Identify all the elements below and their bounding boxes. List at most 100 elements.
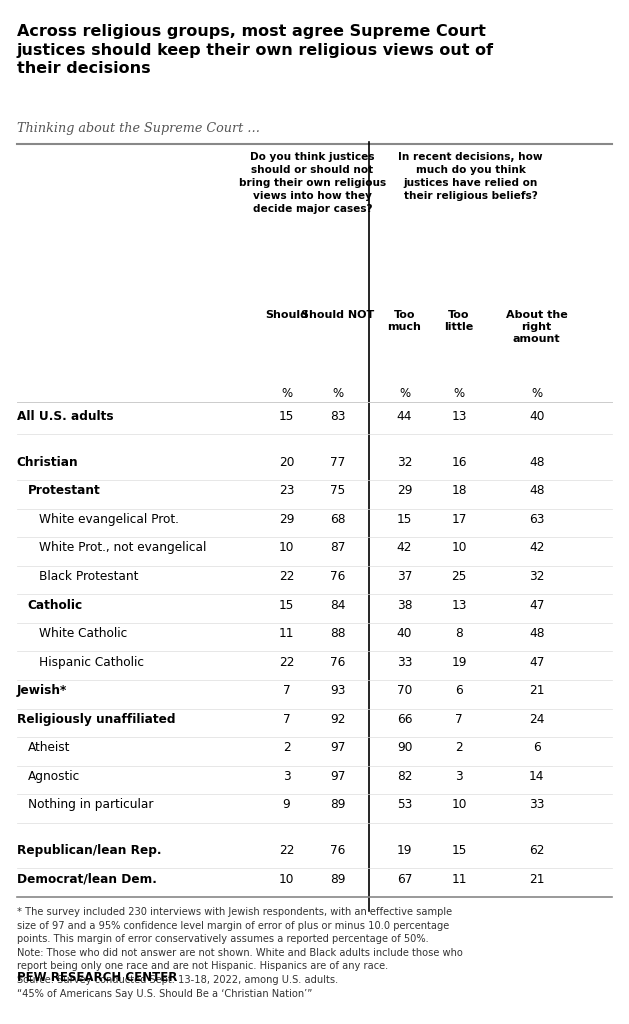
Text: 88: 88 — [330, 627, 346, 640]
Text: 93: 93 — [330, 684, 346, 697]
Text: 24: 24 — [529, 713, 545, 726]
Text: 7: 7 — [283, 684, 291, 697]
Text: 67: 67 — [397, 872, 412, 886]
Text: Across religious groups, most agree Supreme Court
justices should keep their own: Across religious groups, most agree Supr… — [16, 25, 494, 77]
Text: 10: 10 — [452, 542, 467, 554]
Text: All U.S. adults: All U.S. adults — [16, 410, 113, 423]
Text: About the
right
amount: About the right amount — [506, 310, 567, 344]
Text: 25: 25 — [452, 570, 467, 583]
Text: 90: 90 — [397, 741, 412, 755]
Text: 6: 6 — [455, 684, 463, 697]
Text: White Catholic: White Catholic — [39, 627, 127, 640]
Text: 40: 40 — [529, 410, 544, 423]
Text: 15: 15 — [397, 513, 412, 526]
Text: White Prot., not evangelical: White Prot., not evangelical — [39, 542, 206, 554]
Text: 53: 53 — [397, 799, 412, 811]
Text: 87: 87 — [330, 542, 346, 554]
Text: 2: 2 — [282, 741, 291, 755]
Text: 22: 22 — [279, 844, 294, 857]
Text: Catholic: Catholic — [28, 599, 83, 611]
Text: 84: 84 — [330, 599, 346, 611]
Text: 89: 89 — [330, 799, 346, 811]
Text: 23: 23 — [279, 484, 294, 498]
Text: 48: 48 — [529, 484, 545, 498]
Text: 11: 11 — [452, 872, 467, 886]
Text: Should: Should — [265, 310, 308, 319]
Text: 44: 44 — [397, 410, 412, 423]
Text: 83: 83 — [330, 410, 346, 423]
Text: 66: 66 — [397, 713, 412, 726]
Text: 47: 47 — [529, 599, 544, 611]
Text: 76: 76 — [330, 655, 346, 669]
Text: 40: 40 — [397, 627, 412, 640]
Text: 29: 29 — [279, 513, 294, 526]
Text: 13: 13 — [452, 599, 467, 611]
Text: 17: 17 — [452, 513, 467, 526]
Text: 21: 21 — [529, 872, 545, 886]
Text: 21: 21 — [529, 684, 545, 697]
Text: 48: 48 — [529, 627, 545, 640]
Text: 42: 42 — [397, 542, 412, 554]
Text: %: % — [281, 387, 292, 400]
Text: 15: 15 — [452, 844, 467, 857]
Text: 38: 38 — [397, 599, 412, 611]
Text: 82: 82 — [397, 770, 412, 783]
Text: Protestant: Protestant — [28, 484, 101, 498]
Text: 10: 10 — [279, 542, 294, 554]
Text: %: % — [399, 387, 410, 400]
Text: 10: 10 — [452, 799, 467, 811]
Text: 7: 7 — [455, 713, 463, 726]
Text: 22: 22 — [279, 570, 294, 583]
Text: 2: 2 — [455, 741, 463, 755]
Text: Christian: Christian — [16, 456, 78, 469]
Text: 22: 22 — [279, 655, 294, 669]
Text: 11: 11 — [279, 627, 294, 640]
Text: 3: 3 — [455, 770, 463, 783]
Text: Nothing in particular: Nothing in particular — [28, 799, 153, 811]
Text: 33: 33 — [397, 655, 412, 669]
Text: 97: 97 — [330, 770, 346, 783]
Text: Agnostic: Agnostic — [28, 770, 80, 783]
Text: Republican/lean Rep.: Republican/lean Rep. — [16, 844, 161, 857]
Text: 18: 18 — [452, 484, 467, 498]
Text: 29: 29 — [397, 484, 412, 498]
Text: %: % — [454, 387, 465, 400]
Text: 77: 77 — [330, 456, 346, 469]
Text: 37: 37 — [397, 570, 412, 583]
Text: 42: 42 — [529, 542, 545, 554]
Text: 9: 9 — [282, 799, 291, 811]
Text: Atheist: Atheist — [28, 741, 70, 755]
Text: Do you think justices
should or should not
bring their own religious
views into : Do you think justices should or should n… — [239, 153, 386, 214]
Text: Should NOT: Should NOT — [301, 310, 375, 319]
Text: 3: 3 — [282, 770, 291, 783]
Text: 63: 63 — [529, 513, 545, 526]
Text: 7: 7 — [283, 713, 291, 726]
Text: 68: 68 — [330, 513, 346, 526]
Text: 92: 92 — [330, 713, 346, 726]
Text: 32: 32 — [529, 570, 545, 583]
Text: Too
little: Too little — [445, 310, 474, 332]
Text: Democrat/lean Dem.: Democrat/lean Dem. — [16, 872, 157, 886]
Text: 16: 16 — [452, 456, 467, 469]
Text: Too
much: Too much — [387, 310, 421, 332]
Text: 33: 33 — [529, 799, 545, 811]
Text: PEW RESEARCH CENTER: PEW RESEARCH CENTER — [16, 972, 177, 984]
Text: 6: 6 — [533, 741, 540, 755]
Text: Black Protestant: Black Protestant — [39, 570, 138, 583]
Text: %: % — [531, 387, 542, 400]
Text: 20: 20 — [279, 456, 294, 469]
Text: 70: 70 — [397, 684, 412, 697]
Text: 10: 10 — [279, 872, 294, 886]
Text: 76: 76 — [330, 570, 346, 583]
Text: 62: 62 — [529, 844, 545, 857]
Text: 8: 8 — [455, 627, 463, 640]
Text: 15: 15 — [279, 599, 294, 611]
Text: 76: 76 — [330, 844, 346, 857]
Text: Thinking about the Supreme Court …: Thinking about the Supreme Court … — [16, 123, 260, 135]
Text: Hispanic Catholic: Hispanic Catholic — [39, 655, 144, 669]
Text: 97: 97 — [330, 741, 346, 755]
Text: 47: 47 — [529, 655, 544, 669]
Text: Jewish*: Jewish* — [16, 684, 67, 697]
Text: 13: 13 — [452, 410, 467, 423]
Text: 32: 32 — [397, 456, 412, 469]
